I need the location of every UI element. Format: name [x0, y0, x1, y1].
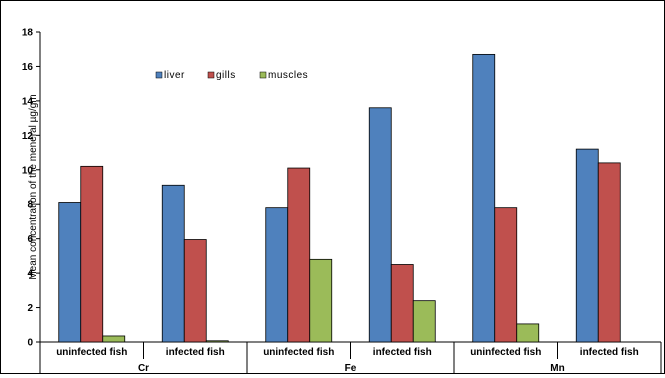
bar-muscles	[516, 323, 540, 343]
legend-swatch-gills	[207, 71, 215, 79]
x-category-label: infected fish	[373, 347, 432, 358]
bar-muscles	[102, 335, 126, 343]
x-category-label: uninfected fish	[263, 347, 334, 358]
bar-liver	[265, 207, 289, 343]
x-group-labels: Cr Fe Mn	[138, 363, 565, 374]
y-tick-label: 6	[27, 234, 33, 245]
x-group-label: Cr	[138, 363, 149, 373]
legend-swatch-liver	[155, 71, 163, 79]
bar-muscles	[309, 258, 333, 343]
bar-muscles	[412, 300, 436, 343]
bar-liver	[58, 202, 82, 343]
x-category-label: uninfected fish	[470, 347, 541, 358]
legend-label-liver: liver	[164, 70, 185, 81]
bar-gills	[287, 167, 311, 343]
bar-liver	[575, 148, 599, 343]
bar-gills	[597, 162, 621, 343]
bar-muscles	[205, 340, 229, 343]
bar-gills	[494, 207, 518, 343]
legend: liver gills muscles	[155, 70, 308, 81]
x-category-labels: uninfected fish infected fish uninfected f…	[56, 347, 639, 358]
bar-liver	[472, 53, 496, 343]
legend-label-muscles: muscles	[268, 70, 308, 81]
bars	[58, 53, 621, 343]
y-tick-labels: 0 2 4 6 8 10 12 14 16 18	[22, 28, 34, 349]
bar-gills	[183, 239, 207, 343]
y-tick-label: 16	[22, 62, 34, 73]
y-tick-label: 8	[27, 200, 33, 211]
x-category-label: infected fish	[166, 347, 225, 358]
y-tick-label: 14	[22, 96, 34, 107]
bar-liver	[161, 184, 185, 343]
x-category-label: uninfected fish	[56, 347, 127, 358]
x-group-label: Fe	[345, 363, 357, 373]
legend-swatch-muscles	[259, 71, 267, 79]
y-tick-label: 12	[22, 131, 34, 142]
bar-gills	[80, 165, 104, 343]
axes	[36, 31, 662, 373]
x-group-label: Mn	[550, 363, 564, 373]
bar-liver	[368, 107, 392, 343]
y-tick-label: 4	[27, 269, 33, 280]
y-axis-label: Mean concentration of the meneral µg/gm	[28, 94, 39, 279]
legend-label-gills: gills	[216, 70, 236, 81]
y-tick-label: 10	[22, 165, 34, 176]
x-category-label: infected fish	[580, 347, 639, 358]
y-tick-label: 0	[27, 338, 33, 349]
y-tick-label: 18	[22, 28, 34, 39]
bar-gills	[390, 264, 414, 343]
y-tick-label: 2	[27, 303, 33, 314]
